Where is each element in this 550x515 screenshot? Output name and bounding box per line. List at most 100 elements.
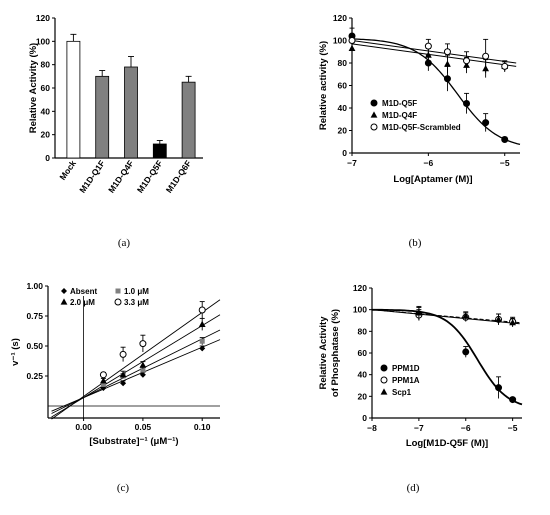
legend-label: 1.0 μM [124, 287, 149, 296]
y-tick-label: 20 [41, 130, 51, 140]
y-tick-label: 100 [333, 36, 347, 46]
bar [66, 40, 81, 159]
data-point [495, 315, 502, 323]
data-point [463, 57, 471, 65]
x-tick-label: 0.05 [135, 422, 152, 432]
data-point [119, 350, 127, 358]
legend-marker [61, 288, 67, 294]
y-axis-label: Relative Activity [318, 316, 329, 390]
legend-label: 3.3 μM [124, 298, 149, 307]
y-tick-label: 60 [338, 81, 348, 91]
y-tick-label: 40 [338, 103, 348, 113]
x-tick-label: 0.10 [194, 422, 211, 432]
x-tick-label: −5 [508, 423, 518, 433]
data-point [415, 309, 423, 316]
legend-marker [370, 123, 378, 131]
y-tick-label: 120 [333, 13, 347, 23]
legend-label: M1D-Q5F [382, 99, 417, 108]
y-tick-label: 120 [353, 283, 367, 293]
data-point [495, 384, 503, 392]
data-point [482, 119, 490, 127]
y-tick-label: 40 [41, 106, 51, 116]
series-m1d-q5f-scrambled [348, 34, 509, 74]
bar [181, 81, 196, 159]
data-point [198, 320, 206, 327]
x-tick-label: −6 [424, 158, 434, 168]
data-point [99, 371, 107, 379]
x-tick-label: −7 [347, 158, 357, 168]
y-tick-label: 40 [358, 370, 368, 380]
y-tick-label: 80 [338, 58, 348, 68]
y-tick-label: 0.50 [26, 341, 43, 351]
x-axis-label: [Substrate]⁻¹ (μM⁻¹) [89, 436, 178, 447]
y-axis-label: v⁻¹ (s) [10, 338, 21, 366]
data-point [139, 340, 147, 348]
legend-label: PPM1A [392, 376, 420, 385]
x-tick-label: −7 [414, 423, 424, 433]
legend-marker [115, 288, 121, 294]
x-tick-label: −8 [367, 423, 377, 433]
data-point [509, 396, 517, 404]
y-tick-label: 120 [36, 13, 50, 23]
x-tick-label: M1D-Q4F [106, 158, 136, 194]
data-point [120, 380, 127, 387]
data-point [348, 37, 356, 44]
data-point [100, 381, 106, 387]
y-tick-label: 0 [342, 148, 347, 158]
data-point [99, 377, 107, 384]
x-tick-label: M1D-Q1F [77, 158, 107, 194]
legend-marker [370, 111, 378, 118]
data-point [443, 75, 451, 83]
y-tick-label: 0 [45, 153, 50, 163]
x-axis-label: Log[Aptamer (M)] [393, 174, 472, 185]
panel-label: (a) [118, 237, 131, 249]
x-tick-label: M1D-Q6F [164, 158, 194, 194]
y-tick-label: 60 [41, 83, 51, 93]
data-point [462, 312, 470, 319]
fit-line [371, 309, 520, 325]
y-tick-label: 60 [358, 348, 368, 358]
data-point [139, 361, 147, 368]
data-point [348, 44, 356, 51]
y-axis-label: of Phosphatase (%) [330, 309, 341, 397]
data-point [140, 367, 146, 373]
y-tick-label: 80 [41, 60, 51, 70]
data-point [463, 100, 471, 107]
y-tick-label: 0 [362, 413, 367, 423]
data-point [444, 60, 451, 67]
y-tick-label: 20 [338, 126, 348, 136]
data-point [482, 52, 490, 60]
data-point [501, 136, 509, 143]
fit-line [51, 299, 221, 420]
legend-marker [380, 376, 388, 384]
bar [95, 75, 110, 159]
y-tick-label: 100 [36, 36, 50, 46]
data-point [139, 371, 146, 378]
bar [152, 143, 167, 159]
legend-label: M1D-Q5F-Scrambled [382, 123, 461, 132]
legend-label: Scp1 [392, 388, 412, 397]
fit-line [351, 43, 517, 67]
x-axis-label: Log[M1D-Q5F (M)] [406, 438, 488, 449]
data-point [119, 371, 127, 378]
fit-line [51, 314, 221, 418]
series-2 [99, 317, 206, 384]
x-tick-label: Mock [57, 158, 78, 182]
data-point [199, 338, 205, 344]
y-tick-label: 100 [353, 305, 367, 315]
legend-marker [370, 99, 378, 107]
x-tick-label: 0.00 [75, 422, 92, 432]
y-tick-label: 80 [358, 326, 368, 336]
legend-label: M1D-Q4F [382, 111, 417, 120]
series-3 [99, 301, 206, 379]
data-point [443, 48, 451, 56]
fit-line [351, 40, 517, 64]
fit-curve [351, 38, 521, 146]
legend-label: PPM1D [392, 364, 420, 373]
data-point [509, 319, 517, 326]
y-tick-label: 20 [358, 391, 368, 401]
data-point [501, 62, 509, 70]
x-tick-label: M1D-Q5F [135, 158, 165, 194]
panel-label: (c) [117, 482, 130, 494]
bar [124, 66, 138, 159]
